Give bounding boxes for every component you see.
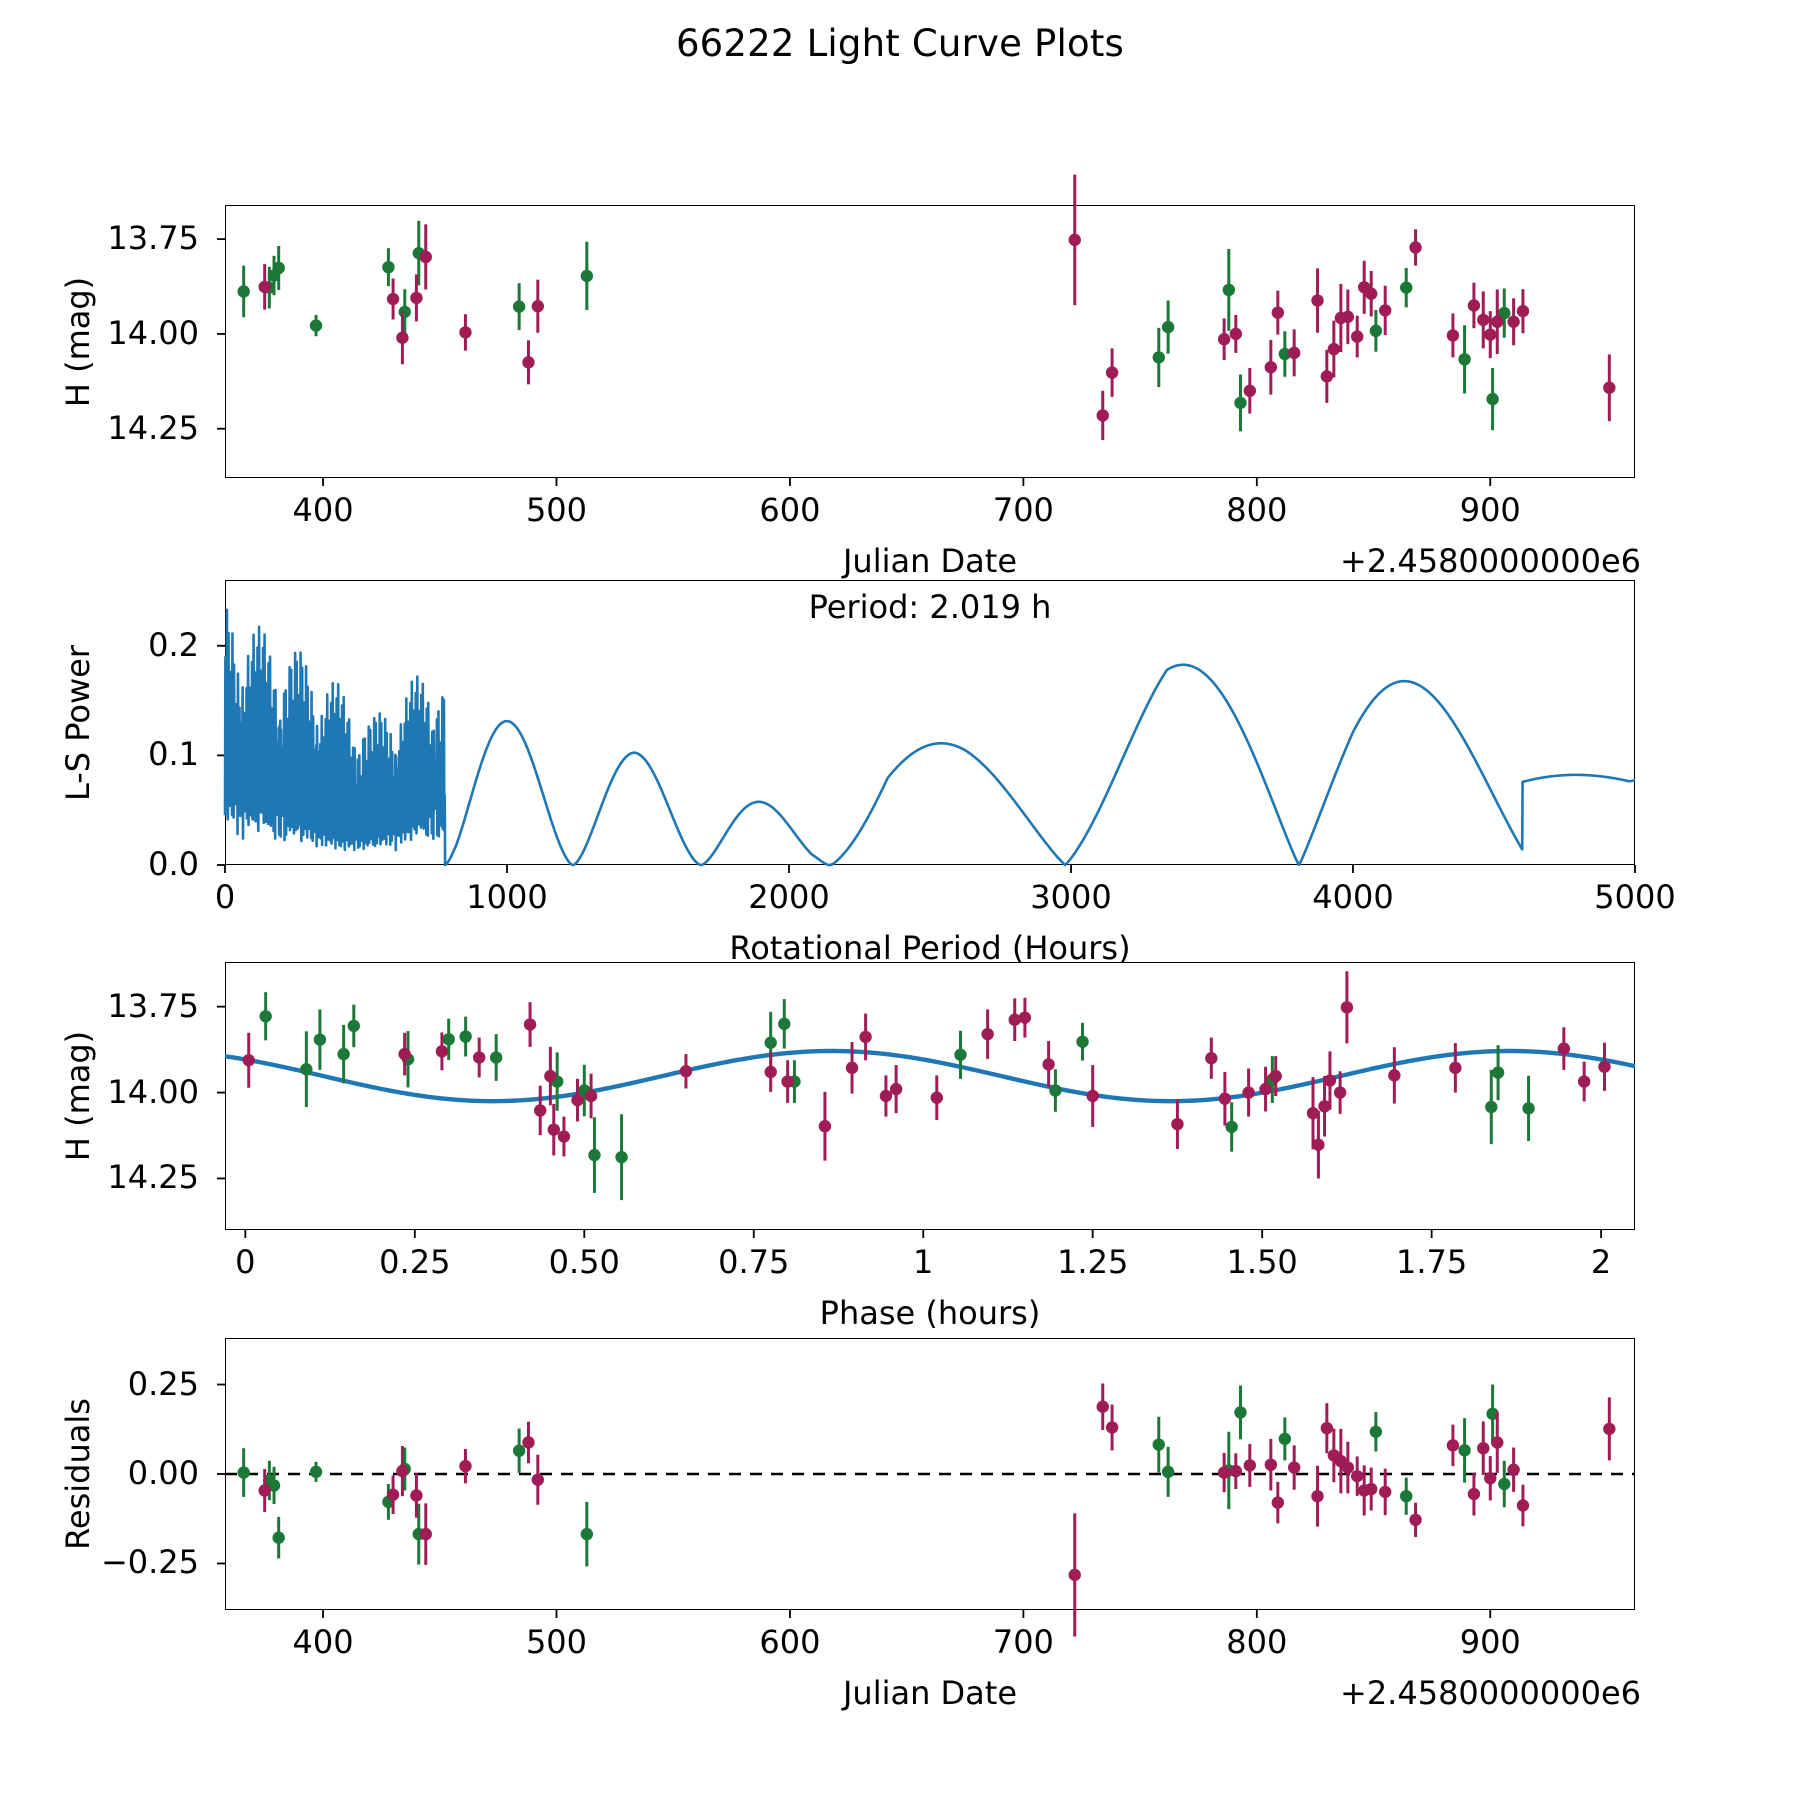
xtick-label: 0.50: [548, 1243, 620, 1281]
xtick-label: 5000: [1594, 878, 1676, 916]
periodogram-xlabel: Rotational Period (Hours): [729, 929, 1131, 967]
raw-lightcurve-x-offset-text: +2.4580000000e6: [1340, 542, 1641, 580]
xtick-label: 1000: [466, 878, 548, 916]
xtick-label: 0.75: [718, 1243, 790, 1281]
xtick-label: 1.75: [1396, 1243, 1468, 1281]
ytick-label: 14.00: [107, 313, 199, 352]
residuals-xlabel: Julian Date: [842, 1674, 1018, 1712]
residuals-x-offset-text: +2.4580000000e6: [1340, 1674, 1641, 1712]
ytick-label: 0.2: [148, 625, 199, 664]
xtick-label: 600: [759, 491, 821, 529]
ytick-label: 13.75: [107, 986, 199, 1025]
ytick-label: 0.25: [127, 1364, 199, 1403]
xtick-label: 500: [525, 491, 588, 529]
xtick-label: 2: [1590, 1243, 1612, 1281]
ytick-label: 13.75: [107, 219, 199, 258]
ytick-label: 0.0: [148, 845, 199, 883]
xtick-label: 4000: [1312, 878, 1394, 916]
xtick-label: 900: [1459, 1623, 1521, 1661]
ytick-label: 14.25: [107, 408, 199, 447]
periodogram-period-annotation: Period: 2.019 h: [808, 588, 1052, 626]
xtick-label: 0: [214, 878, 236, 916]
series-green: [259, 992, 1535, 1201]
xtick-label: 1: [913, 1243, 934, 1281]
xtick-label: 600: [759, 1623, 821, 1661]
phase-folded-xlabel: Phase (hours): [819, 1294, 1041, 1332]
xtick-label: 0.25: [379, 1243, 451, 1281]
series-magenta: [258, 174, 1616, 441]
xtick-label: 900: [1459, 491, 1521, 529]
series-magenta: [258, 1383, 1616, 1637]
xtick-label: 400: [292, 491, 354, 529]
xtick-label: 700: [992, 1623, 1054, 1661]
phase-model-curve: [224, 1048, 1636, 1104]
ytick-label: 0.00: [127, 1454, 199, 1492]
xtick-label: 500: [525, 1623, 588, 1661]
ytick-label: 14.00: [107, 1072, 199, 1111]
raw-lightcurve-xlabel: Julian Date: [842, 542, 1018, 580]
raw-lightcurve-axes: [225, 205, 1635, 478]
xtick-label: 800: [1226, 1623, 1288, 1661]
xtick-label: 800: [1226, 491, 1288, 529]
xtick-label: 1.25: [1057, 1243, 1129, 1281]
ytick-label: −0.25: [100, 1543, 199, 1582]
phase-folded-axes: [225, 962, 1635, 1230]
figure-title: 66222 Light Curve Plots: [675, 22, 1125, 65]
xtick-label: 3000: [1030, 878, 1112, 916]
xtick-label: 2000: [748, 878, 830, 916]
series-green: [237, 220, 1511, 432]
xtick-label: 400: [292, 1623, 354, 1661]
xtick-label: 0: [235, 1243, 256, 1281]
ytick-label: 0.1: [148, 735, 199, 774]
periodogram-trace: [223, 608, 1636, 867]
series-magenta: [242, 971, 1611, 1179]
ytick-label: 14.25: [107, 1158, 199, 1197]
xtick-label: 700: [992, 491, 1054, 529]
xtick-label: 1.50: [1226, 1243, 1298, 1281]
